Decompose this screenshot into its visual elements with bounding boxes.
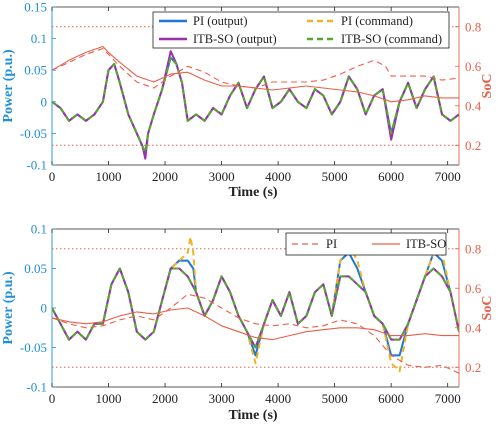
series-line-6 [52, 307, 459, 341]
y-left-tick-label: -0.05 [20, 126, 47, 141]
x-tick-label: 4000 [265, 169, 291, 184]
y-left-tick-label: -0.05 [20, 340, 47, 355]
plot-area [52, 235, 459, 374]
legend-label: PI (output) [193, 14, 248, 28]
y-right-tick-label: 0.6 [465, 59, 482, 74]
y-left-tick-label: 0.05 [24, 63, 47, 78]
x-tick-label: 4000 [265, 391, 291, 406]
x-tick-label: 1000 [96, 391, 122, 406]
legend: PI (output) PI (command) ITB-SO (output) IT… [152, 11, 450, 49]
y-axis-right-label: SoC [480, 74, 495, 99]
y-right-tick-label: 0.4 [465, 320, 482, 335]
y-right-tick-label: 0.4 [465, 98, 482, 113]
legend-label: ITB-SO (command) [341, 32, 442, 46]
y-left-tick-label: -0.1 [26, 158, 47, 173]
x-tick-label: 6000 [378, 391, 404, 406]
series-line-4 [52, 56, 459, 154]
legend-label: PI [326, 237, 337, 251]
y-left-tick-label: 0 [41, 301, 48, 316]
y-right-tick-label: 0.6 [465, 281, 482, 296]
series-line-4 [52, 267, 459, 349]
x-tick-label: 3000 [209, 169, 235, 184]
x-axis-label: Time (s) [228, 408, 277, 423]
x-axis-label: Time (s) [228, 185, 277, 200]
y-left-tick-label: 0.1 [31, 31, 47, 46]
y-right-tick-label: 0.2 [465, 360, 481, 375]
x-tick-label: 5000 [322, 391, 348, 406]
x-tick-label: 0 [49, 391, 56, 406]
series-line-2 [52, 235, 459, 373]
series-line-5 [52, 47, 459, 89]
legend-label: ITB-SO (output) [193, 32, 277, 46]
series-line-6 [52, 45, 459, 103]
y-axis-left-label: Power (p.u.) [1, 271, 16, 345]
x-tick-label: 5000 [322, 169, 348, 184]
series-line-5 [52, 293, 459, 374]
legend-box [285, 232, 447, 256]
y-right-tick-label: 0.2 [465, 138, 481, 153]
x-tick-label: 7000 [435, 169, 461, 184]
legend-box [152, 11, 450, 49]
y-left-tick-label: 0.1 [31, 222, 47, 237]
legend: PI ITB-SO [285, 232, 447, 256]
x-tick-label: 0 [49, 169, 56, 184]
legend-label: PI (command) [341, 14, 413, 28]
y-axis-right-label: SoC [480, 296, 495, 321]
x-tick-label: 6000 [378, 169, 404, 184]
x-tick-label: 7000 [435, 391, 461, 406]
x-tick-label: 2000 [152, 169, 178, 184]
chart-panel-1: 0 1000 2000 3000 4000 5000 6000 7000 -0.1 -0.05 0 0… [1, 0, 495, 200]
x-tick-label: 1000 [96, 169, 122, 184]
y-right-tick-label: 0.8 [465, 241, 481, 256]
chart-panel-2: 0 1000 2000 3000 4000 5000 6000 7000 -0.1 -0.05 0 0… [1, 222, 495, 424]
legend-label: ITB-SO [406, 237, 446, 251]
y-left-tick-label: 0.05 [24, 261, 47, 276]
y-left-tick-label: -0.1 [26, 380, 47, 395]
y-axis-left-label: Power (p.u.) [1, 49, 16, 123]
plot-area [52, 26, 459, 160]
y-right-tick-label: 0.8 [465, 19, 481, 34]
x-tick-label: 3000 [209, 391, 235, 406]
x-tick-label: 2000 [152, 391, 178, 406]
y-left-tick-label: 0.15 [24, 0, 47, 15]
y-left-tick-label: 0 [41, 94, 48, 109]
